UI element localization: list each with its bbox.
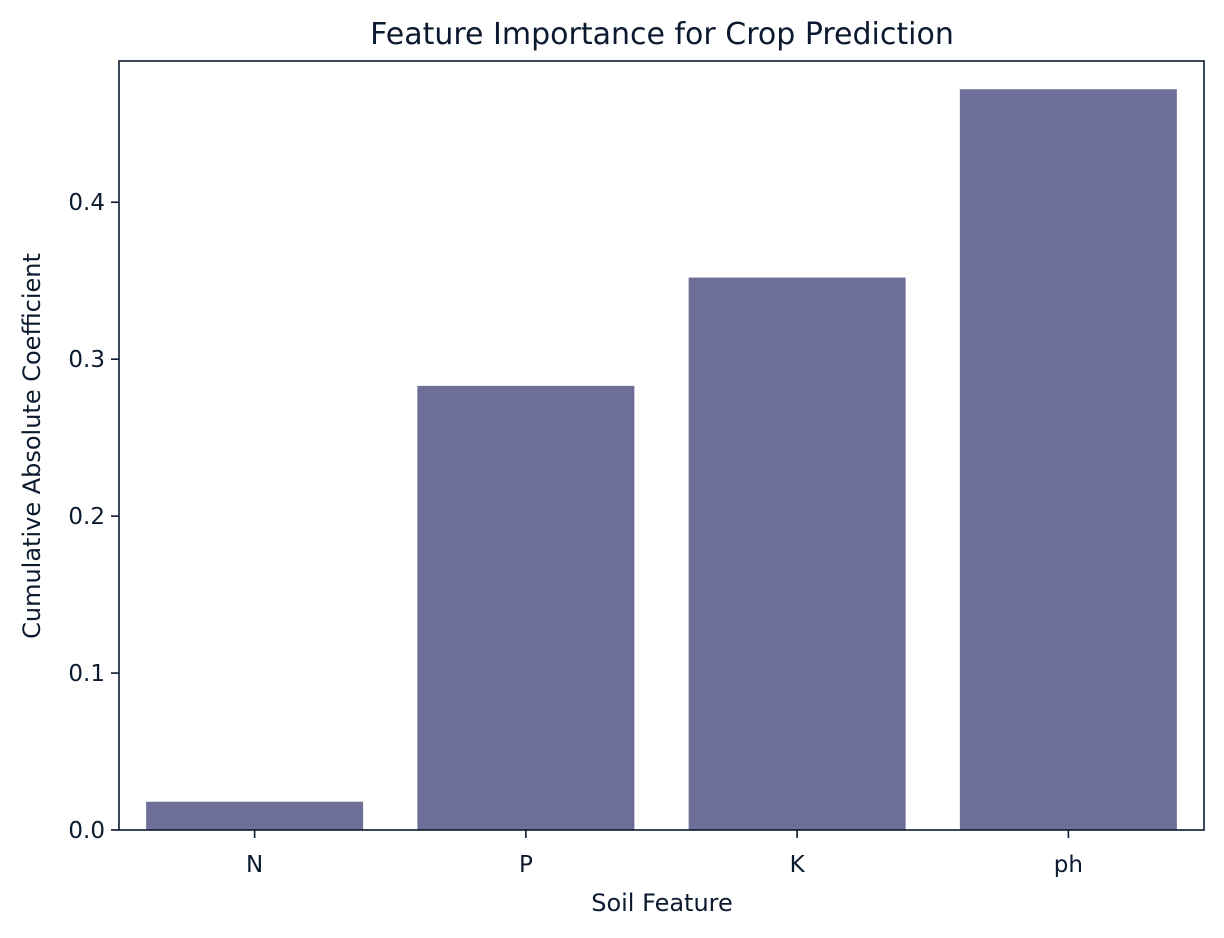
- x-tick-label: K: [790, 852, 806, 878]
- y-tick-label: 0.3: [68, 347, 105, 373]
- y-tick-label: 0.4: [68, 190, 105, 216]
- x-tick-label: N: [246, 852, 263, 878]
- x-tick-label: ph: [1054, 852, 1083, 878]
- plot-frame: [118, 60, 1205, 831]
- bar-k: [688, 277, 906, 830]
- bars-group: [146, 89, 1177, 831]
- chart-title: Feature Importance for Crop Prediction: [370, 17, 954, 52]
- y-tick-label: 0.1: [68, 661, 105, 687]
- bar-n: [146, 801, 364, 830]
- x-axis-label: Soil Feature: [591, 889, 733, 917]
- x-tick-label: P: [519, 852, 533, 878]
- bar-ph: [959, 89, 1177, 831]
- y-axis-ticks: 0.0 0.1 0.2 0.3 0.4: [68, 190, 119, 844]
- y-tick-label: 0.2: [68, 504, 105, 530]
- bar-p: [417, 385, 635, 830]
- y-tick-label: 0.0: [68, 818, 105, 844]
- y-axis-label: Cumulative Absolute Coefficient: [18, 253, 46, 639]
